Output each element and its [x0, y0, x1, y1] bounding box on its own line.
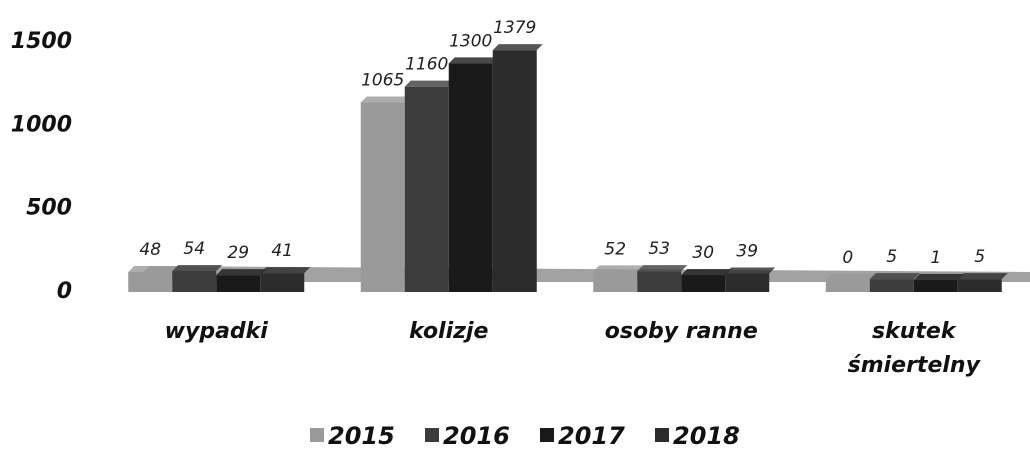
bar-top: [172, 265, 223, 271]
data-label: 41: [271, 241, 293, 261]
data-label: 39: [736, 242, 758, 262]
bar-top: [448, 57, 499, 64]
bar: [404, 86, 449, 293]
legend-swatch: [425, 428, 439, 442]
bar-top: [825, 274, 876, 280]
data-label: 1: [930, 248, 941, 268]
y-tick-label: 500: [26, 196, 72, 221]
x-tick-label: wypadki: [164, 319, 268, 344]
bar: [492, 50, 537, 292]
bar-top: [913, 273, 964, 280]
legend-label: 2018: [673, 422, 740, 450]
data-label: 1065: [361, 71, 404, 91]
bar-top: [637, 265, 688, 272]
bar-top: [404, 80, 455, 87]
bar: [128, 272, 173, 292]
x-tick-label: skutek śmiertelny: [847, 319, 980, 378]
y-tick-label: 1500: [11, 29, 72, 54]
data-label: 52: [604, 239, 626, 259]
data-label: 5: [974, 247, 985, 267]
bar-top: [260, 267, 311, 274]
bar-top: [725, 267, 776, 274]
bar-top: [681, 269, 732, 275]
bar-top: [593, 265, 644, 272]
data-label: 48: [139, 240, 161, 260]
legend-swatch: [655, 428, 669, 442]
legend-label: 2015: [328, 422, 395, 450]
data-label: 5: [886, 247, 897, 267]
legend-swatch: [310, 428, 324, 442]
data-label: 53: [648, 239, 670, 259]
data-label: 1379: [493, 18, 536, 38]
bar-top: [128, 266, 179, 272]
bar: [957, 279, 1002, 292]
bar-top: [360, 96, 411, 103]
bar: [725, 273, 770, 292]
bar: [172, 271, 217, 292]
data-label: 54: [183, 239, 205, 259]
data-label: 29: [227, 243, 249, 263]
bar: [825, 280, 870, 292]
floor: [130, 266, 1030, 282]
bar-top: [216, 269, 267, 276]
bar: [681, 275, 726, 292]
legend-label: 2016: [443, 422, 510, 450]
bar: [593, 271, 638, 292]
data-label: 30: [692, 243, 714, 263]
legend-label: 2017: [558, 422, 625, 450]
bar: [260, 273, 305, 292]
bar: [869, 279, 914, 292]
bar-top: [492, 44, 543, 51]
bar: [448, 63, 493, 293]
bar: [913, 279, 958, 292]
x-tick-label: kolizje: [409, 319, 489, 344]
data-label: 1300: [449, 31, 492, 51]
x-tick-label: osoby ranne: [604, 319, 758, 344]
bar: [360, 102, 405, 292]
bar-top: [869, 273, 920, 280]
bar: [216, 275, 261, 292]
y-tick-label: 0: [57, 279, 72, 304]
data-label: 0: [842, 248, 853, 268]
y-tick-label: 1000: [11, 112, 72, 137]
bar: [637, 271, 682, 292]
legend-swatch: [540, 428, 554, 442]
bar-top: [957, 273, 1008, 280]
data-label: 1160: [405, 55, 448, 75]
